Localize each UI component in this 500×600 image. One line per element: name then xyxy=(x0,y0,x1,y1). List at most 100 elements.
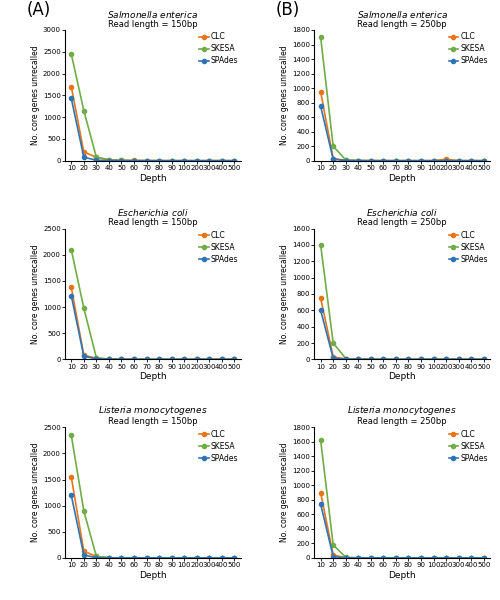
Line: CLC: CLC xyxy=(69,285,236,361)
SKESA xyxy=(456,157,462,164)
SKESA xyxy=(81,107,87,114)
SPAdes xyxy=(443,554,449,562)
CLC xyxy=(194,157,200,164)
Text: Read length = 250bp: Read length = 250bp xyxy=(358,218,447,227)
SPAdes xyxy=(118,554,124,562)
SKESA xyxy=(68,246,74,253)
SKESA xyxy=(393,554,399,562)
SPAdes xyxy=(181,356,187,363)
SPAdes xyxy=(456,356,462,363)
SPAdes xyxy=(393,157,399,164)
SPAdes xyxy=(118,356,124,363)
SPAdes xyxy=(318,500,324,508)
CLC xyxy=(144,356,150,363)
SKESA xyxy=(380,554,386,562)
Legend: CLC, SKESA, SPAdes: CLC, SKESA, SPAdes xyxy=(200,32,238,65)
CLC xyxy=(131,157,137,164)
SPAdes xyxy=(443,157,449,164)
SPAdes xyxy=(318,307,324,314)
Line: SKESA: SKESA xyxy=(318,35,486,163)
CLC xyxy=(81,148,87,155)
CLC xyxy=(131,554,137,562)
Y-axis label: No. core genes unrecalled: No. core genes unrecalled xyxy=(280,443,289,542)
CLC xyxy=(106,156,112,163)
X-axis label: Depth: Depth xyxy=(388,372,416,381)
CLC xyxy=(318,88,324,95)
SKESA xyxy=(430,356,436,363)
SKESA xyxy=(94,553,100,560)
SPAdes xyxy=(356,157,362,164)
SPAdes xyxy=(68,491,74,499)
Legend: CLC, SKESA, SPAdes: CLC, SKESA, SPAdes xyxy=(200,430,238,463)
CLC xyxy=(468,356,474,363)
CLC xyxy=(368,157,374,164)
CLC xyxy=(393,554,399,562)
SKESA xyxy=(368,554,374,562)
SPAdes xyxy=(219,157,225,164)
CLC xyxy=(356,356,362,363)
CLC xyxy=(118,554,124,562)
SPAdes xyxy=(342,356,348,363)
Text: (B): (B) xyxy=(276,1,300,19)
Line: SPAdes: SPAdes xyxy=(318,502,486,560)
SKESA xyxy=(144,157,150,164)
SKESA xyxy=(232,157,237,164)
CLC xyxy=(468,554,474,562)
Line: SKESA: SKESA xyxy=(318,243,486,361)
SPAdes xyxy=(406,356,411,363)
SKESA xyxy=(168,356,174,363)
CLC xyxy=(219,157,225,164)
SPAdes xyxy=(368,554,374,562)
SKESA xyxy=(393,356,399,363)
Line: SPAdes: SPAdes xyxy=(69,293,236,361)
CLC xyxy=(181,356,187,363)
SPAdes xyxy=(144,554,150,562)
SKESA xyxy=(206,356,212,363)
SKESA xyxy=(356,554,362,562)
SPAdes xyxy=(480,356,486,363)
SPAdes xyxy=(206,554,212,562)
CLC xyxy=(81,352,87,359)
SPAdes xyxy=(181,157,187,164)
CLC xyxy=(430,157,436,164)
CLC xyxy=(330,353,336,361)
CLC xyxy=(342,554,348,561)
SKESA xyxy=(406,356,411,363)
CLC xyxy=(168,554,174,562)
SKESA xyxy=(418,157,424,164)
SPAdes xyxy=(81,551,87,559)
SPAdes xyxy=(181,554,187,562)
SPAdes xyxy=(219,356,225,363)
CLC xyxy=(168,356,174,363)
SKESA xyxy=(219,157,225,164)
SPAdes xyxy=(144,157,150,164)
SKESA xyxy=(468,356,474,363)
Legend: CLC, SKESA, SPAdes: CLC, SKESA, SPAdes xyxy=(449,32,488,65)
SPAdes xyxy=(94,157,100,164)
SPAdes xyxy=(94,554,100,562)
CLC xyxy=(206,356,212,363)
SPAdes xyxy=(480,554,486,562)
Line: CLC: CLC xyxy=(69,85,236,163)
SKESA xyxy=(380,157,386,164)
SKESA xyxy=(468,554,474,562)
SPAdes xyxy=(106,157,112,164)
SPAdes xyxy=(206,157,212,164)
CLC xyxy=(418,554,424,562)
CLC xyxy=(144,157,150,164)
SPAdes xyxy=(68,292,74,299)
SPAdes xyxy=(156,554,162,562)
SKESA xyxy=(168,554,174,562)
SKESA xyxy=(342,355,348,362)
CLC xyxy=(330,155,336,162)
SKESA xyxy=(468,157,474,164)
SPAdes xyxy=(168,356,174,363)
CLC xyxy=(94,154,100,161)
SKESA xyxy=(194,157,200,164)
Legend: CLC, SKESA, SPAdes: CLC, SKESA, SPAdes xyxy=(200,231,238,264)
CLC xyxy=(406,554,411,562)
Legend: CLC, SKESA, SPAdes: CLC, SKESA, SPAdes xyxy=(449,430,488,463)
SPAdes xyxy=(206,356,212,363)
SKESA xyxy=(330,340,336,347)
SKESA xyxy=(118,157,124,164)
